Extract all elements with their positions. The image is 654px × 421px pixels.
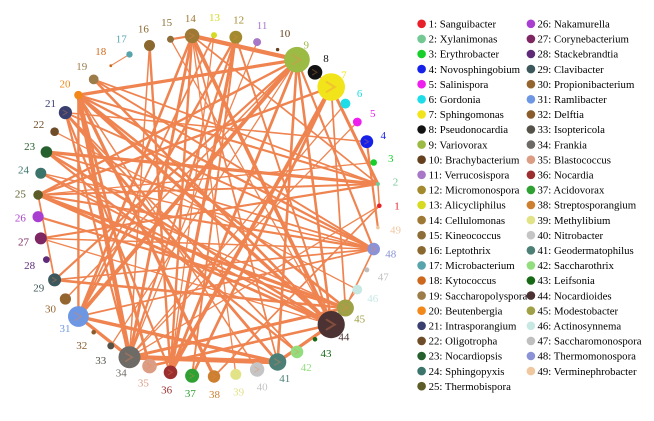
svg-text:37: Acidovorax: 37: Acidovorax [538, 185, 605, 197]
svg-text:33: Isoptericola: 33: Isoptericola [538, 124, 606, 136]
svg-text:39: Methylibium: 39: Methylibium [538, 215, 611, 227]
svg-text:34: Frankia: 34: Frankia [538, 139, 588, 151]
svg-text:1: 1 [394, 201, 400, 213]
svg-text:40: Nitrobacter: 40: Nitrobacter [538, 230, 604, 242]
svg-text:2: Xylanimonas: 2: Xylanimonas [429, 34, 498, 46]
svg-text:44: Nocardioides: 44: Nocardioides [538, 290, 612, 302]
svg-text:22: 22 [33, 119, 44, 131]
svg-text:32: Delftia: 32: Delftia [538, 109, 585, 121]
svg-text:47: Saccharomonospora: 47: Saccharomonospora [538, 336, 642, 348]
svg-text:17: Microbacterium: 17: Microbacterium [429, 260, 516, 272]
svg-text:22: Oligotropha: 22: Oligotropha [429, 336, 498, 348]
svg-text:44: 44 [338, 332, 350, 344]
svg-text:47: 47 [378, 271, 390, 283]
svg-text:21: 21 [45, 98, 56, 110]
svg-text:33: 33 [95, 355, 107, 367]
svg-text:25: 25 [15, 189, 27, 201]
svg-text:11: 11 [257, 20, 268, 32]
svg-text:11: Verrucosispora: 11: Verrucosispora [429, 170, 510, 182]
svg-text:23: 23 [24, 141, 36, 153]
svg-text:49: Verminephrobacter: 49: Verminephrobacter [538, 366, 637, 378]
svg-text:16: 16 [138, 24, 150, 36]
svg-text:41: 41 [279, 373, 290, 385]
svg-text:29: 29 [33, 282, 45, 294]
svg-text:30: Propionibacterium: 30: Propionibacterium [538, 79, 635, 91]
svg-text:15: Kineococcus: 15: Kineococcus [429, 230, 501, 242]
svg-text:21: Intrasporangium: 21: Intrasporangium [429, 321, 517, 333]
svg-text:20: 20 [60, 78, 72, 90]
svg-text:10: 10 [279, 28, 291, 40]
svg-text:12: Micromonospora: 12: Micromonospora [429, 185, 520, 197]
svg-text:19: 19 [76, 61, 88, 73]
svg-text:42: 42 [301, 362, 312, 374]
svg-text:27: 27 [18, 237, 30, 249]
svg-text:49: 49 [390, 225, 402, 237]
svg-text:12: 12 [233, 15, 244, 27]
svg-text:31: 31 [60, 323, 71, 335]
svg-text:43: 43 [321, 348, 333, 360]
svg-text:14: 14 [185, 13, 197, 25]
svg-text:46: 46 [367, 293, 379, 305]
svg-text:15: 15 [161, 17, 173, 29]
svg-text:7: 7 [341, 70, 347, 82]
svg-text:27: Corynebacterium: 27: Corynebacterium [538, 34, 630, 46]
svg-text:25: Thermobispora: 25: Thermobispora [429, 381, 511, 393]
svg-text:2: 2 [393, 177, 399, 189]
svg-text:26: Nakamurella: 26: Nakamurella [538, 19, 610, 31]
svg-text:1: Sanguibacter: 1: Sanguibacter [429, 19, 497, 31]
svg-text:39: 39 [233, 387, 245, 399]
svg-text:41: Geodermatophilus: 41: Geodermatophilus [538, 245, 634, 257]
svg-text:28: Stackebrandtia: 28: Stackebrandtia [538, 49, 619, 61]
svg-text:45: 45 [354, 313, 366, 325]
svg-text:36: 36 [161, 384, 173, 396]
svg-text:42: Saccharothrix: 42: Saccharothrix [538, 260, 615, 272]
svg-text:31: Ramlibacter: 31: Ramlibacter [538, 94, 608, 106]
svg-text:9: Variovorax: 9: Variovorax [429, 139, 488, 151]
svg-text:46: Actinosynnema: 46: Actinosynnema [538, 321, 622, 333]
svg-text:5: 5 [370, 108, 376, 120]
svg-text:8: 8 [323, 53, 329, 65]
svg-text:40: 40 [257, 381, 269, 393]
svg-text:3: Erythrobacter: 3: Erythrobacter [429, 49, 500, 61]
svg-text:8: Pseudonocardia: 8: Pseudonocardia [429, 124, 509, 136]
svg-text:10: Brachybacterium: 10: Brachybacterium [429, 154, 520, 166]
svg-text:13: 13 [209, 12, 221, 24]
svg-text:29: Clavibacter: 29: Clavibacter [538, 64, 605, 76]
svg-text:13: Alicycliphilus: 13: Alicycliphilus [429, 200, 506, 212]
svg-text:4: 4 [380, 130, 386, 142]
svg-text:35: 35 [138, 378, 150, 390]
svg-text:9: 9 [303, 39, 309, 51]
svg-text:48: Thermomonospora: 48: Thermomonospora [538, 351, 637, 363]
svg-text:37: 37 [185, 388, 197, 400]
svg-text:28: 28 [24, 260, 36, 272]
svg-text:18: Kytococcus: 18: Kytococcus [429, 275, 496, 287]
svg-text:18: 18 [95, 46, 107, 58]
svg-text:17: 17 [116, 34, 128, 46]
svg-text:7: Sphingomonas: 7: Sphingomonas [429, 109, 504, 121]
svg-text:19: Saccharopolyspora: 19: Saccharopolyspora [429, 290, 528, 302]
svg-text:36: Nocardia: 36: Nocardia [538, 170, 594, 182]
svg-text:30: 30 [45, 303, 57, 315]
svg-text:35: Blastococcus: 35: Blastococcus [538, 154, 611, 166]
svg-text:48: 48 [385, 248, 397, 260]
svg-text:6: Gordonia: 6: Gordonia [429, 94, 481, 106]
svg-text:24: Sphingopyxis: 24: Sphingopyxis [429, 366, 505, 378]
svg-text:24: 24 [18, 165, 30, 177]
svg-text:34: 34 [116, 368, 128, 380]
svg-text:16: Leptothrix: 16: Leptothrix [429, 245, 492, 257]
svg-text:26: 26 [15, 213, 27, 225]
svg-text:4: Novosphingobium: 4: Novosphingobium [429, 64, 521, 76]
svg-text:14: Cellulomonas: 14: Cellulomonas [429, 215, 505, 227]
svg-text:6: 6 [357, 88, 363, 100]
svg-text:38: 38 [209, 389, 221, 401]
svg-text:45: Modestobacter: 45: Modestobacter [538, 305, 619, 317]
svg-text:43: Leifsonia: 43: Leifsonia [538, 275, 595, 287]
svg-text:32: 32 [76, 340, 87, 352]
svg-text:38: Streptosporangium: 38: Streptosporangium [538, 200, 637, 212]
svg-text:20: Beutenbergia: 20: Beutenbergia [429, 305, 503, 317]
svg-text:5: Salinispora: 5: Salinispora [429, 79, 489, 91]
svg-text:23: Nocardiopsis: 23: Nocardiopsis [429, 351, 502, 363]
svg-text:3: 3 [388, 153, 394, 165]
